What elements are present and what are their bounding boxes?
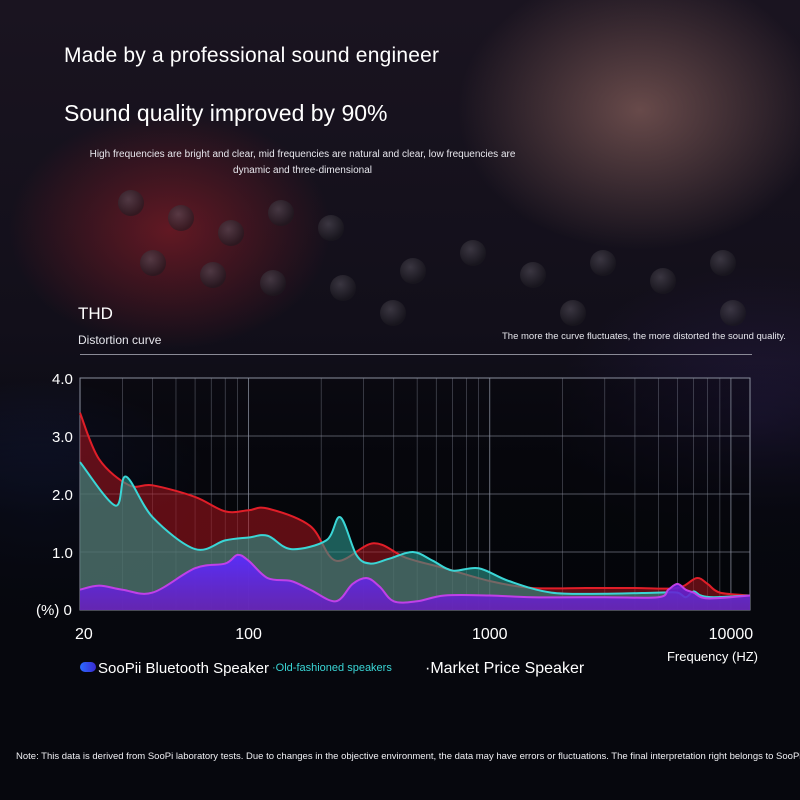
x-axis-label: Frequency (HZ) [667,649,758,664]
legend-old-fashioned: ·Old-fashioned speakers [272,662,392,674]
legend-market-price: ·Market Price Speaker [425,660,585,677]
chart-series [79,412,751,610]
legend-soopii-swatch [80,662,96,672]
x-tick-label: 100 [235,626,262,643]
legend-soopii-label: SooPii Bluetooth Speaker [98,660,269,677]
y-tick-label: 3.0 [52,429,73,446]
chart-axes: 1.0 2.0 3.0 4.0 (%) 020 100 1000 10000 Frequency… [36,371,758,664]
chart-note: The more the curve fluctuates, the more … [502,331,786,342]
headline: Made by a professional sound engineer [64,44,440,67]
footnote: Note: This data is derived from SooPi la… [16,751,800,762]
market-price-speaker-line [79,412,751,597]
soopii-bluetooth-speaker-area [80,554,750,610]
description-text: High frequencies are bright and clear, m… [89,149,516,176]
subheadline: Sound quality improved by 90% [64,100,388,126]
y-tick-label: 2.0 [52,487,73,504]
y-zero-label: (%) 0 [36,602,72,619]
x-tick-label: 20 [75,626,93,643]
soopii-bluetooth-speaker-line [79,553,751,604]
legend-soopii: SooPii Bluetooth Speaker [80,660,269,677]
chart-subtitle: Distortion curve [78,333,162,347]
x-tick-label: 1000 [472,626,508,643]
x-tick-label: 10000 [709,626,754,643]
y-tick-label: 1.0 [52,545,73,562]
chart-title: THD [78,304,113,323]
y-tick-label: 4.0 [52,371,73,388]
title-divider [80,354,752,355]
